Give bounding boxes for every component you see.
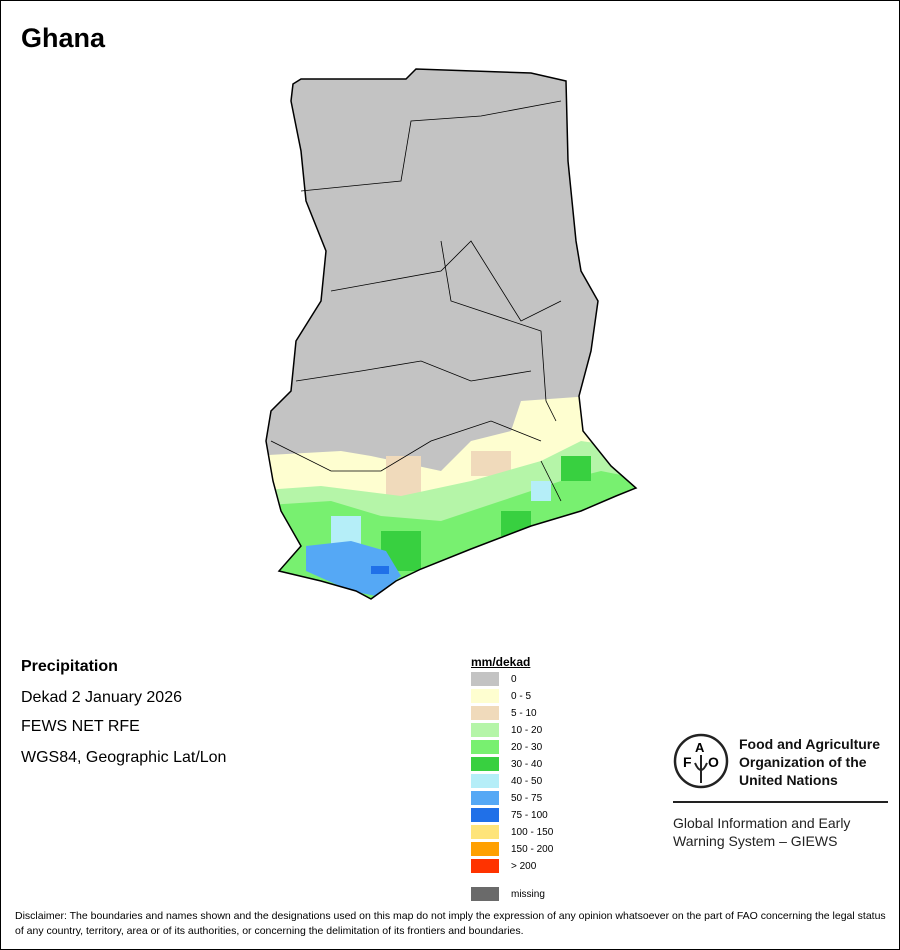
giews-line-1: Global Information and Early [673, 815, 851, 831]
svg-text:O: O [708, 754, 719, 770]
legend-swatch [471, 757, 499, 771]
disclaimer: Disclaimer: The boundaries and names sho… [15, 910, 886, 937]
legend-swatch [471, 842, 499, 856]
legend-label: > 200 [511, 860, 537, 872]
legend-item: 150 - 200 [471, 842, 553, 856]
legend-swatch [471, 723, 499, 737]
legend-item: 0 [471, 672, 517, 686]
precipitation-map [265, 68, 637, 600]
source-label: FEWS NET RFE [21, 718, 140, 735]
fao-name-line-1: Food and Agriculture [739, 736, 881, 752]
admin-boundaries [270, 100, 562, 502]
map-title: Ghana [21, 23, 106, 53]
legend-swatch [471, 859, 499, 873]
legend-swatch [471, 706, 499, 720]
legend-item: 0 - 5 [471, 689, 531, 703]
legend-swatch [471, 774, 499, 788]
svg-text:A: A [695, 740, 705, 755]
legend-label: 20 - 30 [511, 741, 543, 753]
legend-label: 150 - 200 [511, 843, 554, 855]
legend-item: 100 - 150 [471, 825, 553, 839]
legend-item: 75 - 100 [471, 808, 548, 822]
fao-logo: F A O [673, 733, 729, 789]
legend-swatch [471, 887, 499, 901]
legend-label: missing [511, 888, 545, 900]
legend-title: mm/dekad [471, 655, 531, 669]
legend-item: 5 - 10 [471, 706, 537, 720]
legend-label: 40 - 50 [511, 775, 543, 787]
legend-label: 0 [511, 673, 517, 685]
legend-label: 30 - 40 [511, 758, 543, 770]
legend-label: 5 - 10 [511, 707, 537, 719]
fao-name-line-2: Organization of the [739, 754, 867, 770]
legend-label: 50 - 75 [511, 792, 543, 804]
legend-item: 40 - 50 [471, 774, 542, 788]
legend-item: 50 - 75 [471, 791, 542, 805]
legend-item: 20 - 30 [471, 740, 542, 754]
divider [673, 801, 888, 803]
legend-item: 30 - 40 [471, 757, 542, 771]
legend-label: 10 - 20 [511, 724, 543, 736]
country-raster [266, 69, 636, 599]
legend-swatch [471, 808, 499, 822]
legend-swatch [471, 791, 499, 805]
svg-text:F: F [683, 754, 692, 770]
legend-item: 10 - 20 [471, 723, 542, 737]
legend-swatch [471, 672, 499, 686]
legend-swatch [471, 825, 499, 839]
variable-label: Precipitation [21, 658, 118, 675]
legend-item: > 200 [471, 859, 536, 873]
fao-name-line-3: United Nations [739, 772, 838, 788]
legend-label: 0 - 5 [511, 690, 532, 702]
legend-swatch [471, 689, 499, 703]
projection-label: WGS84, Geographic Lat/Lon [21, 749, 227, 766]
legend-label: 100 - 150 [511, 826, 554, 838]
legend-label: 75 - 100 [511, 809, 548, 821]
period-label: Dekad 2 January 2026 [21, 689, 182, 706]
legend-swatch [471, 740, 499, 754]
giews-line-2: Warning System – GIEWS [673, 833, 838, 849]
legend-item-missing: missing [471, 887, 545, 901]
